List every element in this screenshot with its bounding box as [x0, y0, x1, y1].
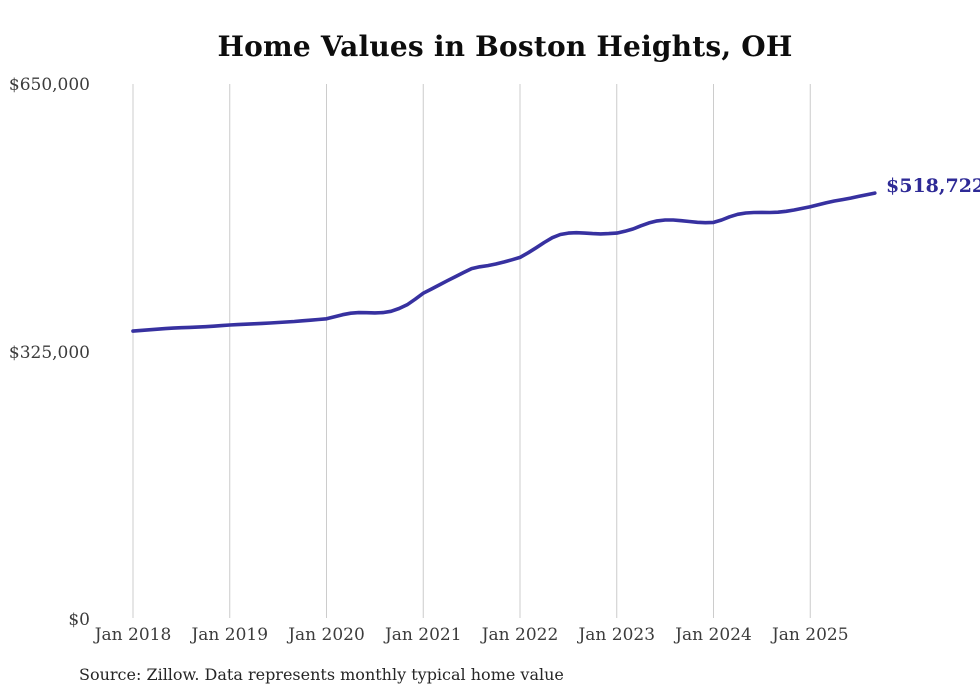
x-axis-tick-label: Jan 2025	[771, 625, 849, 645]
home-value-line	[131, 191, 877, 333]
page-title: Home Values in Boston Heights, OH	[217, 30, 793, 63]
x-axis-tick-label: Jan 2022	[481, 625, 559, 645]
x-axis-tick-label: Jan 2019	[191, 625, 269, 645]
x-axis-tick-label: Jan 2024	[675, 625, 752, 645]
x-axis-tick-label: Jan 2020	[288, 625, 365, 645]
y-axis-tick-label: $0	[68, 610, 90, 630]
source-note: Source: Zillow. Data represents monthly …	[79, 665, 564, 684]
y-axis-tick-label: $650,000	[8, 75, 90, 95]
gridlines-group	[132, 84, 811, 618]
x-axis-tick-label: Jan 2023	[578, 625, 656, 645]
end-value-label: $518,722	[886, 175, 980, 197]
y-axis-tick-label: $325,000	[8, 342, 90, 363]
x-axis-tick-label: Jan 2018	[94, 625, 172, 645]
x-axis-tick-label: Jan 2021	[384, 625, 462, 645]
